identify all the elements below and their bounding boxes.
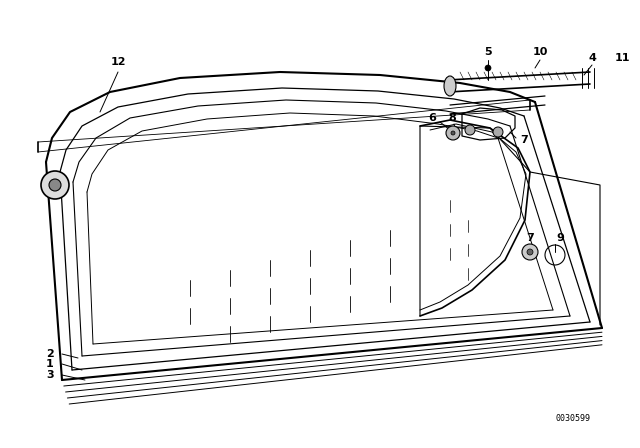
Circle shape — [451, 131, 455, 135]
Circle shape — [527, 249, 533, 255]
Text: 5: 5 — [484, 47, 492, 57]
Text: 8: 8 — [448, 113, 456, 123]
Text: 9: 9 — [556, 233, 564, 243]
Ellipse shape — [444, 76, 456, 96]
Text: 10: 10 — [532, 47, 548, 57]
Circle shape — [485, 65, 491, 71]
Circle shape — [465, 125, 475, 135]
Circle shape — [522, 244, 538, 260]
Circle shape — [446, 126, 460, 140]
Text: 12: 12 — [110, 57, 125, 67]
Text: 7: 7 — [520, 135, 528, 145]
Text: 6: 6 — [428, 113, 436, 123]
Text: 11: 11 — [614, 53, 630, 63]
Circle shape — [493, 127, 503, 137]
Circle shape — [49, 179, 61, 191]
Text: 0030599: 0030599 — [555, 414, 590, 422]
Text: 2: 2 — [46, 349, 54, 359]
Circle shape — [41, 171, 69, 199]
Text: 3: 3 — [46, 370, 54, 380]
Text: 7: 7 — [526, 233, 534, 243]
Text: 4: 4 — [588, 53, 596, 63]
Text: 1: 1 — [46, 359, 54, 369]
